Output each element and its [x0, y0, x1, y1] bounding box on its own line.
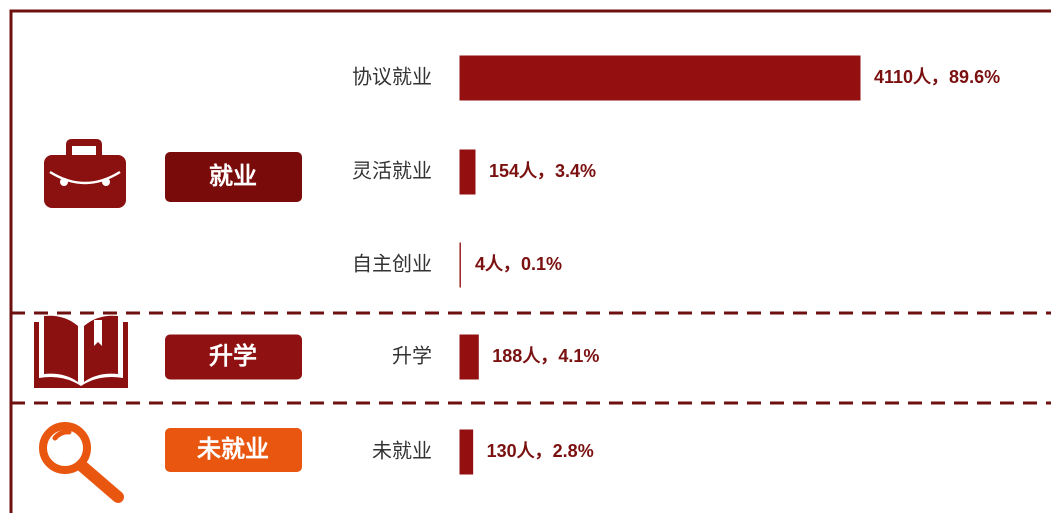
category-label: 灵活就业	[352, 159, 432, 183]
bar	[459, 334, 479, 380]
group-badge	[165, 428, 302, 472]
group-label: 未就业	[197, 435, 269, 463]
group-label: 就业	[209, 162, 257, 190]
value-label: 188人，4.1%	[492, 346, 599, 366]
bar	[459, 55, 861, 101]
bar	[459, 429, 474, 475]
value-label: 130人，2.8%	[487, 441, 594, 461]
category-label: 协议就业	[352, 65, 432, 89]
category-label: 未就业	[372, 439, 432, 463]
frame	[9, 9, 1051, 513]
value-label: 4110人，89.6%	[874, 67, 1000, 87]
group-label: 升学	[209, 342, 257, 370]
category-label: 自主创业	[352, 252, 432, 276]
bar	[459, 149, 476, 195]
group-badge	[165, 152, 302, 202]
briefcase-icon	[44, 139, 126, 208]
value-label: 154人，3.4%	[489, 161, 596, 181]
category-label: 升学	[392, 344, 432, 368]
value-label: 4人，0.1%	[475, 254, 562, 274]
magnifier-icon	[39, 422, 124, 503]
group-badge	[165, 334, 302, 380]
book-icon	[34, 315, 128, 388]
